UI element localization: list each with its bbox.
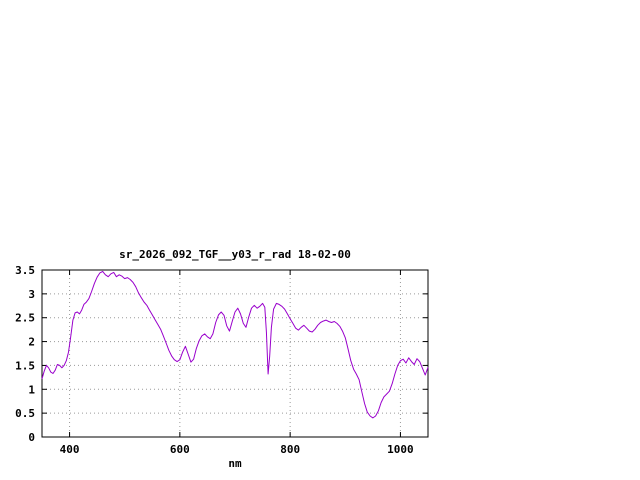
y-tick-label: 3: [28, 288, 35, 301]
y-tick-label: 2.5: [15, 312, 35, 325]
x-tick-label: 400: [60, 443, 80, 456]
y-tick-label: 1: [28, 383, 35, 396]
x-tick-label: 800: [280, 443, 300, 456]
chart-title: sr_2026_092_TGF__y03_r_rad 18-02-00: [119, 248, 351, 261]
y-tick-label: 0: [28, 431, 35, 444]
x-axis-label: nm: [228, 457, 242, 470]
y-tick-label: 2: [28, 336, 35, 349]
y-tick-label: 0.5: [15, 407, 35, 420]
x-tick-label: 1000: [387, 443, 414, 456]
y-tick-label: 3.5: [15, 264, 35, 277]
series-line: [41, 270, 429, 419]
y-tick-label: 1.5: [15, 359, 35, 372]
x-tick-label: 600: [170, 443, 190, 456]
